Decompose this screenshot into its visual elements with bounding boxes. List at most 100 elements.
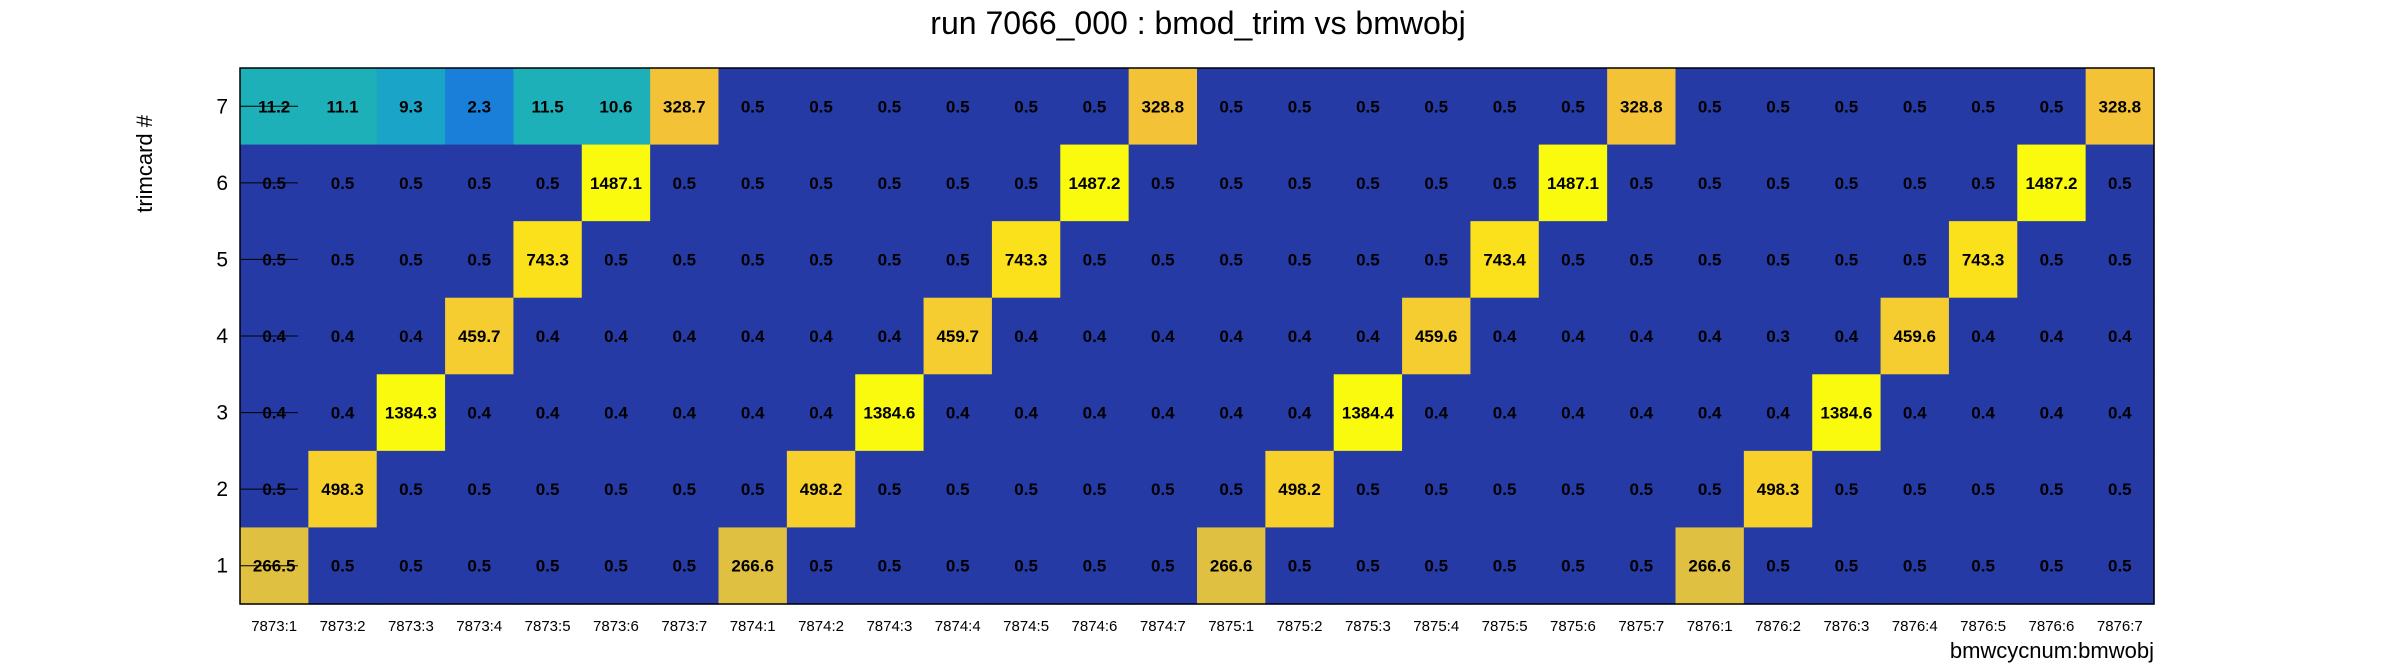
heatmap-cell <box>923 297 993 375</box>
cell-value-label: 10.6 <box>599 97 632 116</box>
cell-value-label: 0.4 <box>331 327 355 346</box>
x-tick-label: 7875:3 <box>1345 618 1391 635</box>
cell-value-label: 0.5 <box>2040 480 2064 499</box>
heatmap-cell <box>1675 527 1745 605</box>
heatmap-cell <box>513 144 583 222</box>
cell-value-label: 0.5 <box>1698 250 1722 269</box>
x-ticks: 7873:1 7873:2 7873:3 7873:4 7873:5 7873:6 7873… <box>251 618 2143 635</box>
cell-value-label: 1487.2 <box>2025 174 2077 193</box>
cell-value-label: 0.5 <box>1151 480 1175 499</box>
cell-value-label: 0.5 <box>1698 480 1722 499</box>
heatmap-cell <box>1197 527 1266 605</box>
heatmap-cell <box>1402 144 1472 222</box>
heatmap-cell <box>786 374 856 452</box>
cell-value-label: 459.7 <box>458 327 501 346</box>
cell-value-label: 0.4 <box>946 404 970 423</box>
cell-value-label: 0.5 <box>1356 250 1380 269</box>
cell-value-label: 328.8 <box>2099 97 2142 116</box>
cell-value-label: 0.5 <box>946 480 970 499</box>
cell-value-label: 0.5 <box>1630 174 1654 193</box>
heatmap-cell <box>1675 297 1745 375</box>
cell-value-label: 0.5 <box>399 174 423 193</box>
cell-value-label: 0.5 <box>1424 97 1448 116</box>
heatmap-cell <box>991 374 1061 452</box>
cell-value-label: 0.5 <box>2040 97 2064 116</box>
cell-value-label: 0.4 <box>1151 327 1175 346</box>
cell-value-label: 0.4 <box>1561 404 1585 423</box>
heatmap-cell <box>1128 68 1198 146</box>
heatmap-cell <box>1197 374 1266 452</box>
cell-value-label: 0.4 <box>1971 404 1995 423</box>
cell-value-label: 0.5 <box>1971 174 1995 193</box>
cell-value-label: 0.5 <box>1630 250 1654 269</box>
cell-value-label: 0.5 <box>2108 250 2132 269</box>
cell-value-label: 328.7 <box>663 97 706 116</box>
heatmap-cell <box>376 221 446 299</box>
heatmap-cell <box>855 68 925 146</box>
cell-value-label: 0.5 <box>1493 97 1517 116</box>
cell-value-label: 2.3 <box>467 97 491 116</box>
cell-value-label: 0.4 <box>331 404 355 423</box>
cell-value-label: 0.4 <box>741 327 765 346</box>
heatmap-cell <box>1607 221 1677 299</box>
heatmap-cell <box>991 221 1061 299</box>
cell-value-label: 0.3 <box>1766 327 1790 346</box>
heatmap-cell <box>1812 527 1882 605</box>
heatmap-cell <box>1880 221 1950 299</box>
cell-value-label: 0.5 <box>1903 174 1927 193</box>
heatmap-cell <box>1743 527 1813 605</box>
heatmap-cell <box>718 450 788 529</box>
heatmap-cell <box>1743 144 1813 222</box>
heatmap-cell <box>1333 527 1403 605</box>
cell-value-label: 0.5 <box>1903 97 1927 116</box>
heatmap-cell <box>1060 527 1130 605</box>
heatmap-cell <box>650 144 720 222</box>
heatmap-cell <box>650 297 720 375</box>
heatmap-cell <box>376 144 446 222</box>
cell-value-label: 0.4 <box>1424 404 1448 423</box>
heatmap-cell <box>2085 374 2155 452</box>
cell-value-label: 0.5 <box>1424 480 1448 499</box>
cell-value-label: 0.4 <box>673 327 697 346</box>
heatmap-cell <box>2017 68 2087 146</box>
heatmap-cell <box>1265 68 1335 146</box>
cell-value-label: 0.5 <box>809 250 833 269</box>
heatmap-cell <box>581 221 651 299</box>
cell-value-label: 0.5 <box>1766 97 1790 116</box>
heatmap-cell <box>2085 450 2155 529</box>
cell-value-label: 0.5 <box>467 557 491 576</box>
heatmap-cell <box>1607 144 1677 222</box>
heatmap-cell <box>1470 221 1540 299</box>
cell-value-label: 0.5 <box>673 557 697 576</box>
heatmap-cell <box>923 374 993 452</box>
heatmap-cell <box>2017 221 2087 299</box>
heatmap-cell <box>1538 374 1608 452</box>
cell-value-label: 0.5 <box>1971 480 1995 499</box>
cell-value-label: 0.4 <box>1083 404 1107 423</box>
heatmap-cell <box>1402 297 1472 375</box>
heatmap-cell <box>1607 297 1677 375</box>
cell-value-label: 0.5 <box>1493 557 1517 576</box>
cell-value-label: 0.5 <box>1766 557 1790 576</box>
cell-value-label: 0.5 <box>1219 250 1243 269</box>
cell-value-label: 0.4 <box>1835 327 1859 346</box>
x-tick-label: 7874:4 <box>935 618 981 635</box>
cell-value-label: 1384.4 <box>1342 404 1395 423</box>
heatmap-cell <box>1675 450 1745 529</box>
cell-value-label: 0.4 <box>741 404 765 423</box>
cell-value-label: 0.5 <box>604 480 628 499</box>
heatmap-cell <box>786 221 856 299</box>
heatmap-cell <box>1333 374 1403 452</box>
y-tick-label: 7 <box>216 95 228 118</box>
cell-value-label: 459.7 <box>936 327 979 346</box>
heatmap-cell <box>1470 144 1540 222</box>
x-axis-label: bmwcycnum:bmwobj <box>1950 638 2154 663</box>
heatmap-cell <box>1675 374 1745 452</box>
cell-value-label: 0.5 <box>809 97 833 116</box>
heatmap-cell <box>1197 221 1266 299</box>
cell-value-label: 743.3 <box>1005 250 1048 269</box>
x-tick-label: 7874:3 <box>866 618 912 635</box>
cell-value-label: 0.4 <box>536 404 560 423</box>
cell-value-label: 0.4 <box>809 404 833 423</box>
heatmap-cell <box>1402 450 1472 529</box>
